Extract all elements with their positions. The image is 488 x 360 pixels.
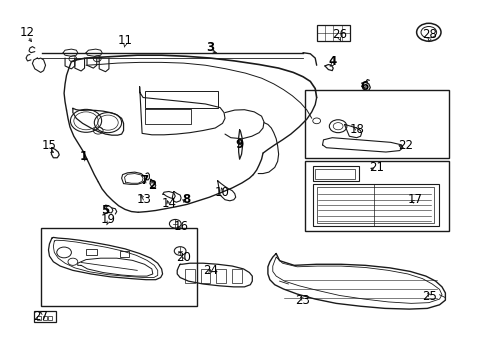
- Text: 22: 22: [397, 139, 412, 152]
- Bar: [312, 166, 358, 181]
- Bar: [305, 161, 448, 231]
- Bar: [34, 311, 56, 321]
- Text: 12: 12: [20, 27, 35, 40]
- Text: 13: 13: [137, 193, 152, 206]
- Text: 23: 23: [295, 294, 310, 307]
- Text: 16: 16: [173, 220, 188, 233]
- Bar: [312, 184, 438, 226]
- Text: 14: 14: [161, 197, 176, 210]
- Bar: [37, 316, 41, 320]
- Text: 20: 20: [176, 251, 191, 264]
- Text: 2: 2: [147, 179, 156, 192]
- Text: 4: 4: [327, 55, 336, 68]
- Text: 7: 7: [140, 174, 148, 186]
- Text: 19: 19: [100, 213, 115, 226]
- Text: 10: 10: [215, 186, 229, 199]
- Text: 27: 27: [33, 310, 48, 323]
- Bar: [86, 249, 97, 255]
- Bar: [305, 90, 448, 158]
- Bar: [315, 168, 354, 179]
- Text: 1: 1: [80, 150, 87, 163]
- Bar: [41, 228, 196, 306]
- Bar: [48, 316, 52, 320]
- Text: 25: 25: [422, 290, 436, 303]
- Text: 17: 17: [407, 193, 422, 206]
- Text: 24: 24: [203, 264, 218, 277]
- Text: 9: 9: [235, 138, 243, 150]
- Text: 8: 8: [182, 193, 190, 206]
- Text: 15: 15: [42, 139, 57, 152]
- Text: 3: 3: [206, 41, 214, 54]
- Bar: [120, 251, 129, 257]
- Text: 18: 18: [348, 123, 364, 136]
- Bar: [216, 269, 225, 283]
- Bar: [42, 316, 46, 320]
- Bar: [184, 269, 194, 283]
- Bar: [231, 269, 241, 283]
- Bar: [316, 25, 349, 41]
- Text: 21: 21: [368, 161, 383, 174]
- Bar: [316, 187, 433, 223]
- Bar: [144, 91, 217, 108]
- Text: 26: 26: [331, 28, 346, 41]
- Bar: [200, 269, 210, 283]
- Text: 11: 11: [117, 33, 132, 47]
- Text: 28: 28: [422, 28, 436, 41]
- Text: 6: 6: [359, 80, 367, 93]
- Text: 5: 5: [101, 204, 109, 217]
